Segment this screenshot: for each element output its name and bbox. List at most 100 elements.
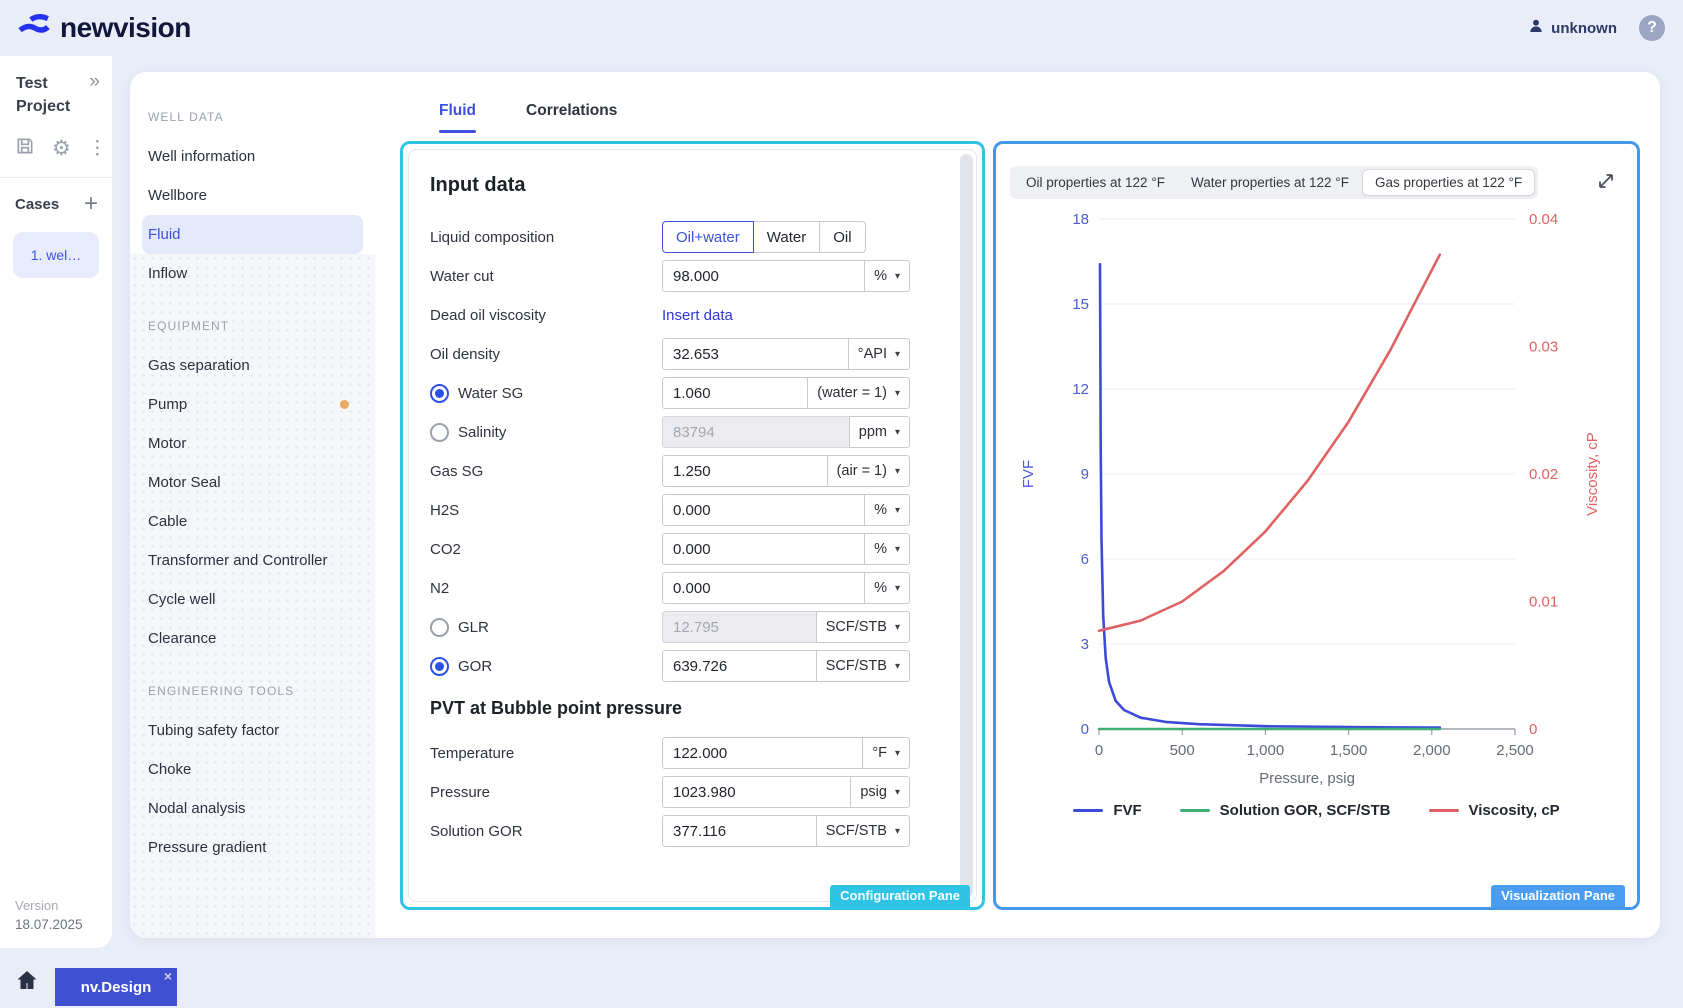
gas-properties-chart: 0 3 6 9 12 15 18 0 0.01 0.02 0.03 0.04 0 500 1,000 1,50… xyxy=(1003,205,1631,798)
close-tab-icon[interactable]: × xyxy=(163,968,172,984)
unit-select-pressure[interactable]: psig ▾ xyxy=(850,776,910,808)
sidebar-item-choke[interactable]: Choke xyxy=(142,750,363,789)
unit-label: % xyxy=(874,268,887,284)
svg-text:Viscosity, cP: Viscosity, cP xyxy=(1584,432,1601,516)
input-pressure[interactable] xyxy=(662,776,852,808)
field-label: Salinity xyxy=(430,422,662,442)
svg-text:0.02: 0.02 xyxy=(1529,466,1558,483)
visualization-pane: Oil properties at 122 °F Water properties… xyxy=(993,141,1640,910)
input-temperature[interactable] xyxy=(662,737,864,769)
taskbar: nv.Design × xyxy=(0,952,1683,1008)
radio-water-sg[interactable] xyxy=(430,383,449,403)
input-glr[interactable] xyxy=(662,611,817,643)
nav-item-label: Motor Seal xyxy=(148,474,221,491)
project-sidebar: Test Project » ⚙ ⋮ Cases + 1. wel… Versi… xyxy=(0,56,112,948)
radio-gor[interactable] xyxy=(430,656,449,676)
unit-select-temperature[interactable]: °F ▾ xyxy=(862,737,910,769)
input-h2s[interactable] xyxy=(662,494,866,526)
nav-item-label: Well information xyxy=(148,148,256,165)
unit-select-gor[interactable]: SCF/STB ▾ xyxy=(815,650,910,682)
sidebar-item-well-information[interactable]: Well information xyxy=(142,137,363,176)
nav-disabled-area: Inflow EQUIPMENT Gas separation Pump Motor Mo… xyxy=(130,254,375,938)
unit-select-water-sg[interactable]: (water = 1) ▾ xyxy=(807,377,910,409)
taskbar-tab-nvdesign[interactable]: nv.Design × xyxy=(55,968,177,1006)
sidebar-item-gas-separation[interactable]: Gas separation xyxy=(142,346,363,385)
liquid-composition-label: Liquid composition xyxy=(430,228,555,246)
legend-item-fvf[interactable]: FVF xyxy=(1073,802,1142,819)
logo-wave-icon xyxy=(18,12,50,45)
sidebar-item-cycle-well[interactable]: Cycle well xyxy=(142,580,363,619)
legend-item-solution-gor-scf-stb[interactable]: Solution GOR, SCF/STB xyxy=(1179,802,1391,819)
svg-text:2,000: 2,000 xyxy=(1413,742,1451,759)
form-row-dead-oil-viscosity: Dead oil viscosity Insert data xyxy=(430,299,912,331)
chevron-down-icon: ▾ xyxy=(894,582,900,594)
radio-salinity[interactable] xyxy=(430,422,449,442)
sidebar-item-nodal-analysis[interactable]: Nodal analysis xyxy=(142,789,363,828)
input-gor[interactable] xyxy=(662,650,817,682)
input-n2[interactable] xyxy=(662,572,866,604)
settings-gear-icon[interactable]: ⚙ xyxy=(52,137,71,161)
input-water-cut[interactable] xyxy=(662,260,866,292)
input-water-sg[interactable] xyxy=(662,377,809,409)
chevron-down-icon: ▾ xyxy=(894,270,900,282)
collapse-sidebar-icon[interactable]: » xyxy=(89,71,100,92)
field-control: °F ▾ xyxy=(662,737,910,769)
user-menu[interactable]: unknown xyxy=(1528,18,1617,38)
sidebar-item-wellbore[interactable]: Wellbore xyxy=(142,176,363,215)
viz-tab-water-properties-at-122-f[interactable]: Water properties at 122 °F xyxy=(1190,175,1349,190)
radio-glr[interactable] xyxy=(430,617,449,637)
chevron-down-icon: ▾ xyxy=(894,426,900,438)
input-salinity[interactable] xyxy=(662,416,850,448)
project-name: Test Project xyxy=(16,75,71,116)
sidebar-item-inflow[interactable]: Inflow xyxy=(142,254,363,293)
unit-select-n2[interactable]: % ▾ xyxy=(864,572,910,604)
input-solution-gor[interactable] xyxy=(662,815,817,847)
expand-icon[interactable] xyxy=(1593,168,1619,194)
unit-select-gas-sg[interactable]: (air = 1) ▾ xyxy=(826,455,910,487)
help-icon[interactable]: ? xyxy=(1639,15,1665,41)
sidebar-item-cable[interactable]: Cable xyxy=(142,502,363,541)
case-item[interactable]: 1. wel… xyxy=(13,232,99,279)
liquid-option-oil-water[interactable]: Oil+water xyxy=(662,221,754,253)
unit-select-water-cut[interactable]: % ▾ xyxy=(864,260,910,292)
sidebar-item-fluid[interactable]: Fluid xyxy=(142,215,363,254)
sidebar-item-motor[interactable]: Motor xyxy=(142,424,363,463)
save-icon[interactable] xyxy=(15,136,35,161)
version-info: Version 18.07.2025 xyxy=(15,898,83,932)
unit-select-glr[interactable]: SCF/STB ▾ xyxy=(815,611,910,643)
form-row-n2: N2 %▾ xyxy=(430,572,912,604)
unit-select-co2[interactable]: % ▾ xyxy=(864,533,910,565)
sidebar-item-tubing-safety-factor[interactable]: Tubing safety factor xyxy=(142,711,363,750)
viz-tab-oil-properties-at-122-f[interactable]: Oil properties at 122 °F xyxy=(1026,175,1165,190)
home-icon[interactable] xyxy=(15,968,39,992)
field-label: N2 xyxy=(430,580,662,597)
liquid-option-oil[interactable]: Oil xyxy=(819,221,866,253)
sidebar-item-pressure-gradient[interactable]: Pressure gradient xyxy=(142,828,363,867)
tab-fluid[interactable]: Fluid xyxy=(439,102,477,133)
unit-select-solution-gor[interactable]: SCF/STB ▾ xyxy=(815,815,910,847)
input-co2[interactable] xyxy=(662,533,866,565)
insert-data-link[interactable]: Insert data xyxy=(662,306,733,324)
tab-correlations[interactable]: Correlations xyxy=(526,102,618,119)
field-label-text: N2 xyxy=(430,579,450,597)
viz-tab-gas-properties-at-122-f[interactable]: Gas properties at 122 °F xyxy=(1361,169,1536,196)
sidebar-item-transformer-and-controller[interactable]: Transformer and Controller xyxy=(142,541,363,580)
svg-text:15: 15 xyxy=(1072,296,1089,313)
more-options-icon[interactable]: ⋮ xyxy=(87,138,107,160)
unit-select-h2s[interactable]: % ▾ xyxy=(864,494,910,526)
unit-select-oil-density[interactable]: °API ▾ xyxy=(847,338,910,370)
input-gas-sg[interactable] xyxy=(662,455,828,487)
unit-label: % xyxy=(874,541,887,557)
liquid-option-water[interactable]: Water xyxy=(752,221,821,253)
legend-item-viscosity-cp[interactable]: Viscosity, cP xyxy=(1428,802,1560,819)
add-case-icon[interactable]: + xyxy=(83,190,98,218)
field-label: Solution GOR xyxy=(430,823,662,840)
unit-label: ppm xyxy=(858,424,887,440)
unit-select-salinity[interactable]: ppm ▾ xyxy=(848,416,910,448)
config-scrollbar[interactable] xyxy=(960,154,973,897)
sidebar-item-clearance[interactable]: Clearance xyxy=(142,619,363,658)
input-oil-density[interactable] xyxy=(662,338,849,370)
sidebar-item-motor-seal[interactable]: Motor Seal xyxy=(142,463,363,502)
legend-label: FVF xyxy=(1113,802,1142,819)
sidebar-item-pump[interactable]: Pump xyxy=(142,385,363,424)
